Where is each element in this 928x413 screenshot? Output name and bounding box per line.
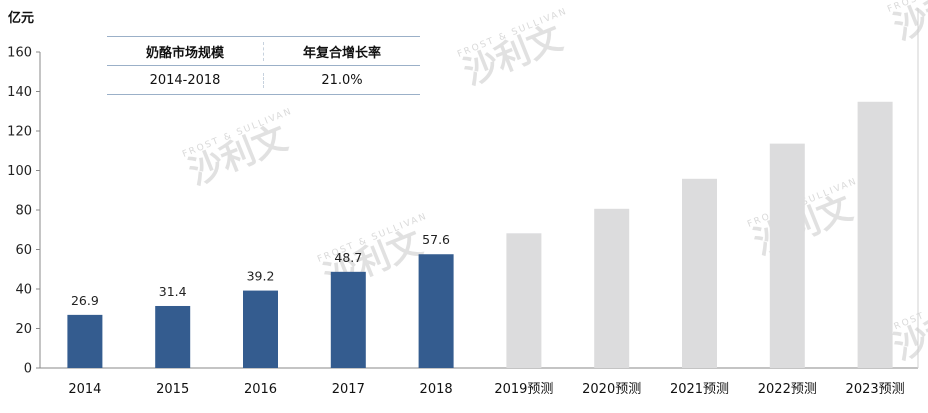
y-tick-labels: 0 20 40 60 80 100 120 140 160 xyxy=(7,46,40,377)
y-tick-label: 160 xyxy=(7,46,32,61)
bar-2023预测 xyxy=(857,101,893,369)
y-unit-label: 亿元 xyxy=(8,10,34,26)
cagr-header-growth-rate: 年复合增长率 xyxy=(302,45,381,61)
y-tick-label: 140 xyxy=(7,85,32,100)
y-tick-label: 20 xyxy=(15,322,32,337)
bar-2015 xyxy=(155,305,191,368)
bar-2021预测 xyxy=(682,178,717,368)
x-category-2023预测: 2023预测 xyxy=(846,382,905,397)
data-label-2016: 39.2 xyxy=(247,269,275,284)
x-category-labels: 2014 2015 2016 2017 2018 2019预测 2020预测 2021预测 20… xyxy=(68,382,904,397)
bar-2019预测 xyxy=(506,233,542,368)
data-labels-group: 26.9 31.4 39.2 48.7 57.6 xyxy=(71,232,450,308)
cagr-table-header: 奶酪市场规模 年复合增长率 xyxy=(107,36,420,66)
cagr-header-market-size: 奶酪市场规模 xyxy=(107,41,264,61)
watermark-text: 沙利文 xyxy=(888,293,928,368)
y-tick-label: 60 xyxy=(15,243,32,258)
cagr-value: 21.0% xyxy=(321,72,363,88)
x-category-2019预测: 2019预测 xyxy=(494,382,553,397)
y-tick-label: 40 xyxy=(15,283,32,298)
y-tick-label: 80 xyxy=(15,204,32,219)
x-category-2014: 2014 xyxy=(68,382,101,397)
bar-2022预测 xyxy=(769,143,805,368)
cagr-table: 奶酪市场规模 年复合增长率 2014-2018 21.0% xyxy=(107,36,420,95)
bar-2017 xyxy=(330,271,366,368)
x-category-2016: 2016 xyxy=(244,382,277,397)
x-category-2021预测: 2021预测 xyxy=(670,382,729,397)
bar-2014 xyxy=(67,314,103,368)
data-label-2018: 57.6 xyxy=(422,232,450,247)
bars-group xyxy=(67,101,893,369)
y-tick-label: 120 xyxy=(7,125,32,140)
bar-2018 xyxy=(418,254,454,368)
data-label-2017: 48.7 xyxy=(334,250,362,265)
y-tick-label: 100 xyxy=(7,164,32,179)
x-category-2018: 2018 xyxy=(420,382,453,397)
x-category-2017: 2017 xyxy=(332,382,365,397)
bar-2016 xyxy=(243,290,278,368)
cagr-table-row: 2014-2018 21.0% xyxy=(107,66,420,95)
data-label-2014: 26.9 xyxy=(71,293,99,308)
cagr-period: 2014-2018 xyxy=(107,72,264,88)
y-tick-label: 0 xyxy=(24,362,32,377)
x-category-2020预测: 2020预测 xyxy=(582,382,641,397)
data-label-2015: 31.4 xyxy=(159,284,187,299)
bar-2020预测 xyxy=(594,208,630,368)
x-category-2022预测: 2022预测 xyxy=(758,382,817,397)
x-category-2015: 2015 xyxy=(156,382,189,397)
